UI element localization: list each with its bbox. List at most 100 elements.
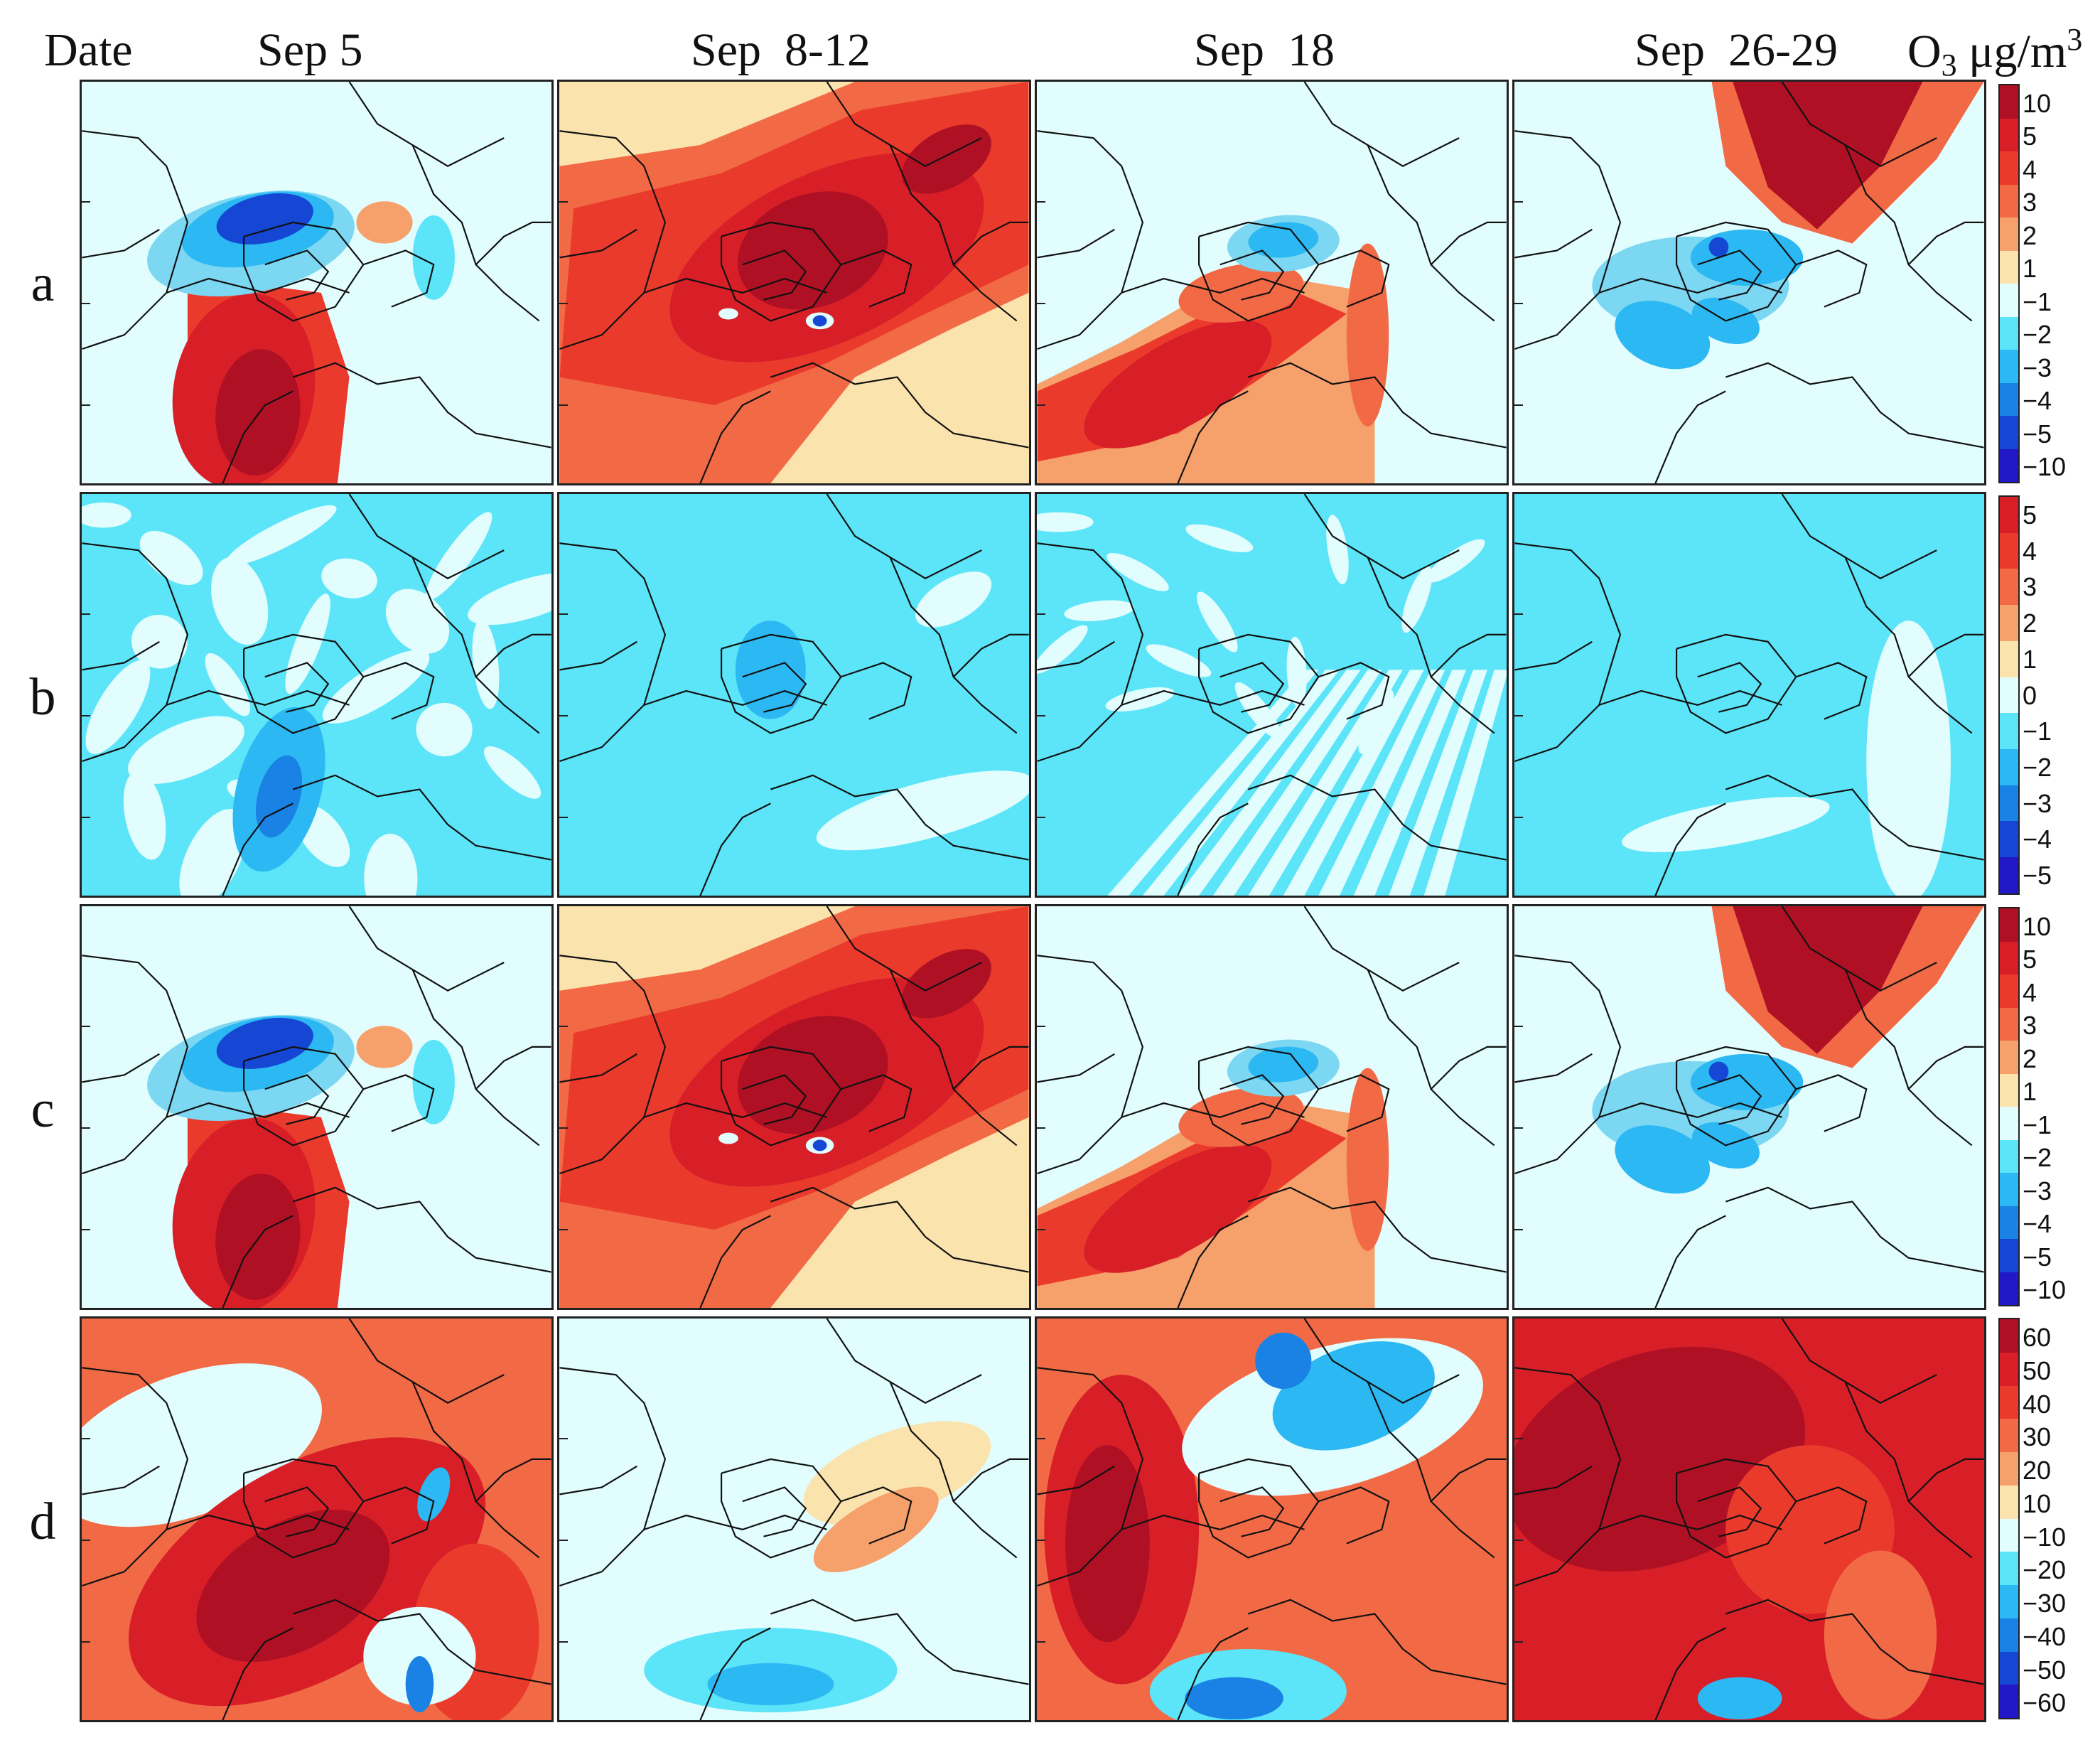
- colorbar-segment: [2000, 1518, 2018, 1552]
- boundary-line: [242, 221, 365, 322]
- neutral-patch: [1146, 644, 1212, 677]
- boundary-line: [82, 1053, 160, 1083]
- neutral-patch: [1185, 524, 1254, 552]
- boundary-line: [1844, 557, 1973, 734]
- map-field: [1514, 906, 1984, 1308]
- warm-peak-ne: [901, 949, 991, 1019]
- boundary-line: [1514, 1465, 1593, 1495]
- colorbar-tick-label: 4: [2023, 536, 2037, 566]
- noise-patch: [472, 619, 500, 709]
- colorbar-segment: [2000, 284, 2018, 317]
- colorbar-tick-label: 2: [2023, 1043, 2037, 1073]
- neutral-patch: [1106, 552, 1169, 591]
- colorbar-tick-label: −1: [2023, 286, 2052, 316]
- boundary-line: [559, 228, 637, 259]
- boundary-line: [720, 221, 842, 322]
- axis-tick: [1037, 404, 1045, 406]
- colorbar-tick-label: 3: [2023, 188, 2037, 218]
- boundary-line: [1248, 774, 1507, 861]
- cool-dot: [812, 315, 827, 327]
- boundary-line: [82, 542, 189, 763]
- boundary-line: [770, 362, 1029, 449]
- boundary-line: [1037, 640, 1115, 671]
- boundary-line: [1219, 1074, 1285, 1125]
- colorbar-tick-label: 3: [2023, 1011, 2037, 1041]
- colorbar-segment: [2000, 382, 2018, 416]
- map-field: [82, 82, 551, 483]
- cool-dot: [1708, 237, 1729, 257]
- map-boundary-icon: [82, 906, 551, 1308]
- map-panel-a-1: [557, 80, 1031, 485]
- boundary-line: [82, 1367, 189, 1587]
- boundary-line: [559, 1465, 637, 1495]
- boundary-line: [742, 249, 807, 301]
- unit-prefix: O: [1907, 26, 1942, 77]
- map-field: [1514, 494, 1984, 896]
- colorbar-tick-label: −10: [2023, 1522, 2067, 1552]
- axis-tick: [559, 715, 568, 717]
- boundary-line: [411, 557, 540, 734]
- boundary-line: [1430, 1046, 1507, 1090]
- neutral-patch: [1064, 600, 1134, 621]
- boundary-line: [1248, 1599, 1507, 1685]
- noise-patch: [225, 505, 337, 566]
- map-panel-c-2: [1035, 904, 1509, 1310]
- boundary-line: [559, 542, 667, 763]
- colorbar-segment: [2000, 1585, 2018, 1618]
- boundary-line: [1725, 1599, 1984, 1685]
- boundary-line: [242, 1046, 365, 1146]
- axis-tick: [1037, 1640, 1045, 1643]
- colorbar-segment: [2000, 749, 2018, 785]
- neutral-patch: [1326, 515, 1349, 585]
- boundary-line: [826, 494, 982, 579]
- axis-tick: [559, 1640, 568, 1643]
- axis-tick: [559, 1540, 568, 1542]
- warm-patch: [803, 1421, 991, 1525]
- row-label-a: a: [31, 254, 55, 313]
- colorbar-tick-label: −5: [2023, 1242, 2052, 1272]
- boundary-line: [699, 1627, 771, 1720]
- boundary-line: [889, 557, 1018, 734]
- colorbar-tick-label: −5: [2023, 861, 2052, 891]
- colorbar-segment: [2000, 821, 2018, 858]
- row-label-c: c: [31, 1080, 55, 1139]
- map-field: [559, 494, 1029, 896]
- colorbar-tick-label: 20: [2023, 1456, 2052, 1486]
- axis-tick: [82, 1438, 90, 1440]
- boundary-line: [1675, 1458, 1797, 1559]
- map-field: [1037, 906, 1507, 1308]
- colorbar-segment: [2000, 1385, 2018, 1419]
- noise-patch: [139, 530, 203, 586]
- axis-tick: [82, 1228, 90, 1230]
- colorbar-segment: [2000, 1352, 2018, 1386]
- boundary-line: [1697, 249, 1762, 301]
- warm-peak: [196, 1509, 390, 1663]
- colorbar-segment: [2000, 1452, 2018, 1486]
- boundary-line: [1430, 1458, 1507, 1503]
- colorbar-tick-label: −3: [2023, 1176, 2052, 1205]
- colorbar-tick-label: −10: [2023, 1275, 2067, 1305]
- boundary-line: [770, 1599, 1029, 1685]
- boundary-line: [1177, 1215, 1249, 1308]
- map-boundary-icon: [82, 82, 551, 483]
- boundary-line: [1725, 362, 1984, 449]
- boundary-line: [1795, 249, 1868, 308]
- boundary-line: [475, 1046, 551, 1090]
- map-boundary-icon: [1514, 82, 1984, 483]
- boundary-line: [222, 1215, 294, 1308]
- neutral-patch: [1037, 512, 1094, 532]
- neutral-patch: [1358, 689, 1394, 754]
- map-field: [559, 82, 1029, 483]
- colorbar-segment: [2000, 1618, 2018, 1652]
- boundary-line: [559, 955, 667, 1175]
- colorbar-tick-label: −10: [2023, 452, 2067, 482]
- boundary-line: [1675, 633, 1797, 734]
- boundary-line: [1654, 1627, 1726, 1720]
- cool-core: [1255, 1332, 1312, 1389]
- boundary-line: [1430, 633, 1507, 678]
- colorbar-tick-label: 5: [2023, 945, 2037, 974]
- column-header-sep-8-12: Sep 8-12: [691, 24, 871, 76]
- map-boundary-icon: [1037, 1319, 1507, 1720]
- boundary-line: [1725, 1186, 1984, 1273]
- map-panel-a-2: [1035, 80, 1509, 485]
